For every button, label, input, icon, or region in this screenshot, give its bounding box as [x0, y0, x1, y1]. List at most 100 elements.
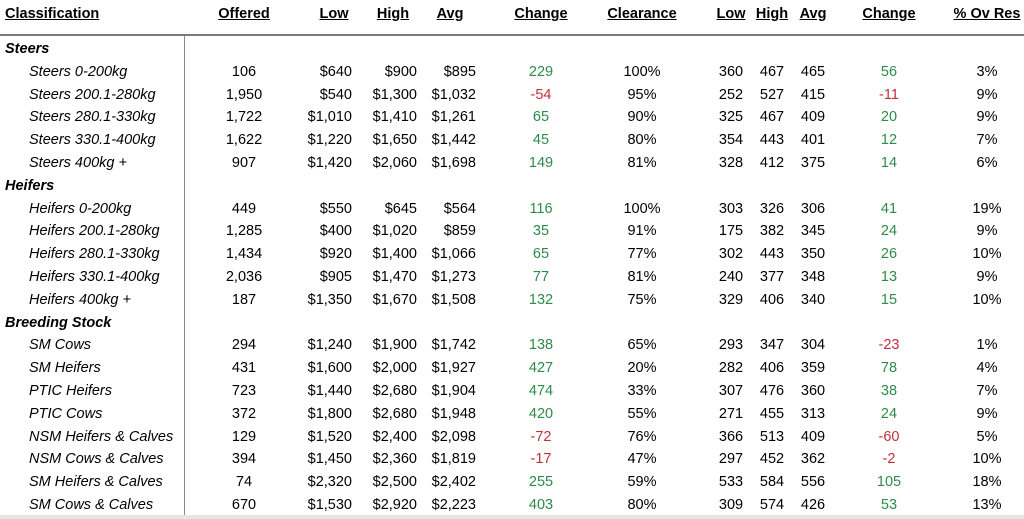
cell-avg2: 426	[800, 497, 826, 513]
cell-low: $1,010	[307, 109, 352, 125]
cell-offered: 449	[231, 201, 257, 217]
cell-change2: 24	[880, 223, 898, 239]
cell-offered: 1,622	[225, 132, 263, 148]
cell-change: 77	[532, 269, 550, 285]
cell-avg: $1,066	[431, 246, 476, 262]
col-change: Change	[514, 6, 568, 22]
group-row: Steers	[0, 38, 1024, 60]
cell-avg2: 375	[800, 155, 826, 171]
cell-clearance: 80%	[627, 132, 657, 148]
cell-change: 403	[528, 497, 554, 513]
cell-low2: 307	[718, 383, 744, 399]
cell-clearance: 65%	[627, 337, 657, 353]
cell-change2: 13	[880, 269, 898, 285]
cell-avg2: 556	[800, 474, 826, 490]
col-change-2: Change	[862, 6, 916, 22]
cell-offered: 907	[231, 155, 257, 171]
row-classification: Heifers 400kg +	[29, 292, 131, 308]
cell-avg: $1,508	[431, 292, 476, 308]
table-row: PTIC Heifers 723 $1,440 $2,680 $1,904 474 33% 3…	[0, 380, 1024, 402]
cell-high: $2,000	[372, 360, 417, 376]
cell-high2: 443	[759, 246, 785, 262]
col-offered: Offered	[218, 6, 270, 22]
cell-offered: 294	[231, 337, 257, 353]
row-classification: Steers 200.1-280kg	[29, 87, 156, 103]
col-low-2: Low	[716, 6, 746, 22]
cell-change2: 38	[880, 383, 898, 399]
cell-change2: -2	[882, 451, 896, 467]
cell-low: $1,440	[307, 383, 352, 399]
cell-low2: 271	[718, 406, 744, 422]
cell-clearance: 20%	[627, 360, 657, 376]
cell-high: $1,670	[372, 292, 417, 308]
cell-avg: $1,698	[431, 155, 476, 171]
cell-high2: 382	[759, 223, 785, 239]
cell-low: $1,420	[307, 155, 352, 171]
row-classification: Steers 330.1-400kg	[29, 132, 156, 148]
cell-avg: $1,819	[431, 451, 476, 467]
row-classification: NSM Heifers & Calves	[29, 429, 174, 445]
cell-clearance: 76%	[627, 429, 657, 445]
table-row: Heifers 0-200kg 449 $550 $645 $564 116 100% 303…	[0, 198, 1024, 220]
cell-change: 420	[528, 406, 554, 422]
cell-offered: 670	[231, 497, 257, 513]
cell-high2: 443	[759, 132, 785, 148]
cell-change2: 12	[880, 132, 898, 148]
cell-avg2: 304	[800, 337, 826, 353]
table-row: Steers 400kg + 907 $1,420 $2,060 $1,698 149 81…	[0, 152, 1024, 174]
cell-avg2: 415	[800, 87, 826, 103]
cell-avg: $1,273	[431, 269, 476, 285]
cell-high: $1,900	[372, 337, 417, 353]
cell-change: 65	[532, 109, 550, 125]
cell-low2: 366	[718, 429, 744, 445]
cell-avg: $859	[443, 223, 476, 239]
row-classification: Steers 0-200kg	[29, 64, 128, 80]
cell-ovres: 9%	[976, 269, 998, 285]
cell-low: $550	[319, 201, 352, 217]
cell-low2: 175	[718, 223, 744, 239]
cell-high2: 412	[759, 155, 785, 171]
cell-clearance: 100%	[623, 64, 661, 80]
group-label: Breeding Stock	[5, 315, 112, 331]
cell-clearance: 90%	[627, 109, 657, 125]
cell-low2: 252	[718, 87, 744, 103]
group-label: Steers	[5, 41, 50, 57]
cell-high2: 584	[759, 474, 785, 490]
cell-clearance: 47%	[627, 451, 657, 467]
col-low: Low	[319, 6, 349, 22]
group-label: Heifers	[5, 178, 55, 194]
cell-clearance: 95%	[627, 87, 657, 103]
cell-change2: -60	[878, 429, 900, 445]
cell-avg2: 306	[800, 201, 826, 217]
cell-change: -17	[530, 451, 552, 467]
col-avg: Avg	[436, 6, 464, 22]
col-clearance: Clearance	[607, 6, 677, 22]
group-row: Heifers	[0, 175, 1024, 197]
cell-high2: 455	[759, 406, 785, 422]
cell-low2: 329	[718, 292, 744, 308]
cell-low: $1,450	[307, 451, 352, 467]
cell-high: $2,680	[372, 406, 417, 422]
cell-clearance: 75%	[627, 292, 657, 308]
cell-change2: 78	[880, 360, 898, 376]
cell-low2: 240	[718, 269, 744, 285]
row-classification: SM Heifers & Calves	[29, 474, 163, 490]
table-row: SM Heifers & Calves 74 $2,320 $2,500 $2,402 2…	[0, 471, 1024, 493]
cell-ovres: 9%	[976, 406, 998, 422]
row-classification: Heifers 200.1-280kg	[29, 223, 160, 239]
cell-ovres: 9%	[976, 87, 998, 103]
cell-avg2: 348	[800, 269, 826, 285]
table-row: Steers 280.1-330kg 1,722 $1,010 $1,410 $1,26…	[0, 106, 1024, 128]
cell-change2: 41	[880, 201, 898, 217]
cell-change2: 105	[876, 474, 902, 490]
cell-offered: 723	[231, 383, 257, 399]
table-row: NSM Cows & Calves 394 $1,450 $2,360 $1,819 -1…	[0, 448, 1024, 470]
row-classification: Heifers 280.1-330kg	[29, 246, 160, 262]
cell-avg: $2,098	[431, 429, 476, 445]
cell-avg2: 350	[800, 246, 826, 262]
cell-ovres: 7%	[976, 132, 998, 148]
cell-avg: $2,402	[431, 474, 476, 490]
cell-change: 255	[528, 474, 554, 490]
cell-avg: $1,904	[431, 383, 476, 399]
cell-low: $1,350	[307, 292, 352, 308]
